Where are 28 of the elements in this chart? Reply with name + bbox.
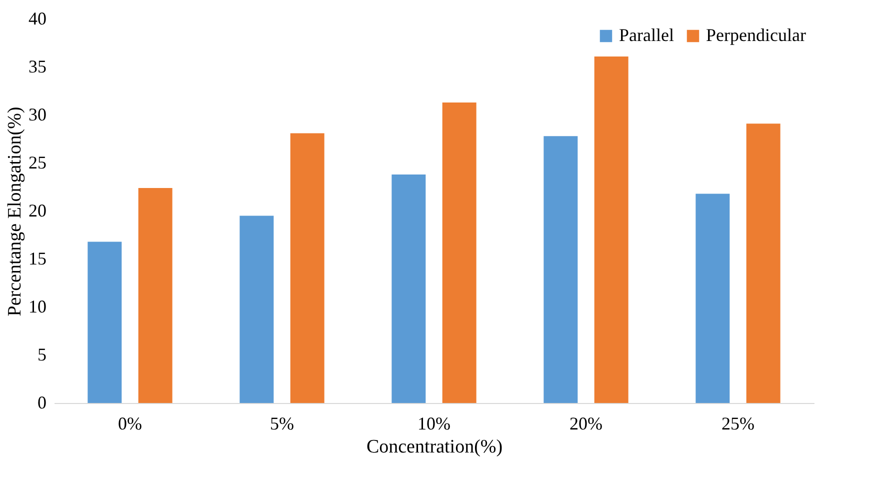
bar (88, 242, 122, 403)
bar (594, 56, 628, 403)
bar (746, 124, 780, 403)
y-tick-label: 20 (28, 200, 46, 220)
x-tick-label: 25% (722, 414, 754, 434)
y-axis-title: Percentange Elongation(%) (4, 106, 26, 316)
y-tick-label: 5 (38, 344, 46, 364)
bar (138, 188, 172, 403)
bar (696, 194, 730, 403)
bar (240, 216, 274, 403)
y-tick-label: 15 (28, 248, 46, 268)
x-tick-label: 0% (118, 414, 142, 434)
legend-label: Parallel (619, 25, 674, 45)
y-tick-label: 40 (28, 8, 46, 28)
x-tick-label: 10% (418, 414, 450, 434)
bar (290, 133, 324, 403)
x-tick-label: 20% (570, 414, 602, 434)
y-tick-label: 0 (38, 392, 46, 412)
x-axis-title: Concentration(%) (366, 436, 503, 458)
y-tick-label: 35 (28, 56, 46, 76)
y-tick-label: 10 (28, 296, 46, 316)
bar (392, 174, 426, 403)
y-tick-label: 30 (28, 104, 46, 124)
y-tick-label: 25 (28, 152, 46, 172)
legend-label: Perpendicular (706, 25, 806, 45)
x-tick-label: 5% (270, 414, 294, 434)
bar (442, 102, 476, 403)
bar (544, 136, 578, 403)
